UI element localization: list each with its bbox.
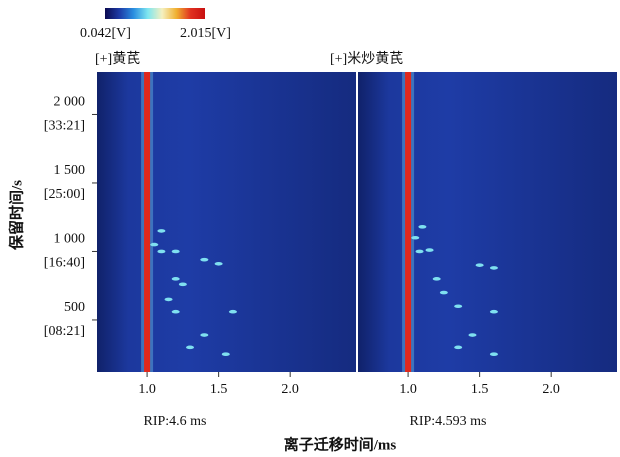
spot: [228, 309, 237, 314]
spot: [411, 235, 420, 240]
y-tick-label: 1 500: [54, 163, 86, 178]
rip-line: [144, 72, 151, 372]
spot: [418, 224, 427, 229]
spot: [171, 277, 180, 281]
rip-line: [405, 72, 412, 372]
rip-label: RIP:4.6 ms: [143, 414, 206, 429]
rip-label: RIP:4.593 ms: [409, 414, 486, 429]
x-tick-label: 1.5: [210, 382, 228, 397]
y-tick-time: [16:40]: [44, 256, 85, 271]
y-tick-time: [08:21]: [44, 324, 85, 339]
colorbar: [105, 8, 205, 19]
spot: [164, 297, 173, 302]
spot: [200, 257, 209, 262]
y-axis-label: 保留时间/s: [7, 180, 25, 251]
x-tick-label: 2.0: [542, 382, 560, 397]
spot: [489, 266, 498, 270]
heatmap-shade: [358, 72, 617, 372]
y-tick-label: 2 000: [54, 95, 86, 110]
spot: [171, 249, 180, 254]
spot: [475, 263, 484, 267]
spot: [186, 345, 195, 350]
x-tick-label: 1.5: [471, 382, 489, 397]
x-tick-label: 2.0: [281, 382, 299, 397]
spot: [432, 277, 441, 281]
y-tick-time: [25:00]: [44, 187, 85, 202]
colorbar-min: 0.042[V]: [80, 26, 131, 41]
spot: [157, 229, 166, 233]
spot: [439, 290, 448, 295]
spot: [221, 352, 230, 356]
spot: [468, 333, 477, 337]
spot: [415, 249, 424, 254]
spot: [214, 261, 223, 266]
colorbar-max: 2.015[V]: [180, 26, 231, 41]
x-tick-label: 1.0: [399, 382, 417, 397]
x-axis-label: 离子迁移时间/ms: [284, 435, 397, 453]
spot: [454, 345, 463, 350]
y-tick-label: 1 000: [54, 232, 86, 247]
spot: [157, 249, 166, 254]
x-tick-label: 1.0: [138, 382, 156, 397]
panel-title: [+]米炒黄芪: [330, 50, 403, 67]
spot: [425, 248, 434, 252]
y-tick-label: 500: [64, 300, 85, 315]
spot: [200, 333, 209, 337]
spot: [150, 242, 159, 247]
spot: [178, 282, 187, 287]
heatmap-shade: [97, 72, 356, 372]
spot: [171, 309, 180, 314]
panel-title: [+]黄芪: [95, 50, 140, 67]
spot: [489, 352, 498, 356]
y-tick-time: [33:21]: [44, 119, 85, 134]
spot: [454, 304, 463, 309]
spot: [489, 309, 498, 314]
